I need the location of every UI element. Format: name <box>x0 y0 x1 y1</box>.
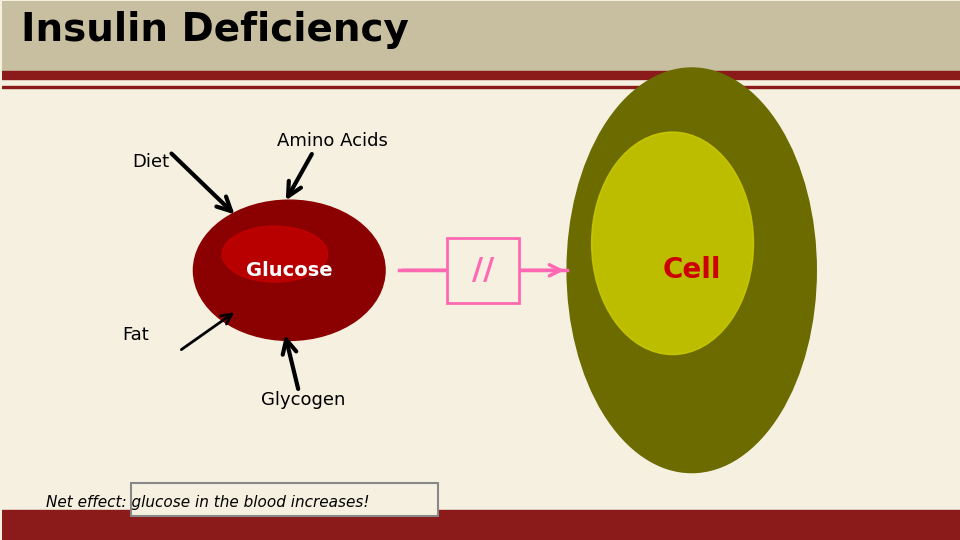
Bar <box>2 510 960 540</box>
Bar <box>2 86 960 88</box>
Text: Insulin Deficiency: Insulin Deficiency <box>21 11 409 49</box>
Text: Fat: Fat <box>123 326 150 344</box>
Text: Diet: Diet <box>132 153 169 171</box>
Bar <box>2 71 960 79</box>
Ellipse shape <box>567 68 816 472</box>
Text: Glycogen: Glycogen <box>261 391 346 409</box>
Text: Glucose: Glucose <box>246 261 332 280</box>
Ellipse shape <box>591 132 754 355</box>
Text: Net effect: glucose in the blood increases!: Net effect: glucose in the blood increas… <box>46 495 370 510</box>
Ellipse shape <box>193 200 385 340</box>
Ellipse shape <box>222 226 327 282</box>
Text: Amino Acids: Amino Acids <box>276 132 388 150</box>
FancyBboxPatch shape <box>447 238 519 302</box>
Text: //: // <box>472 256 494 285</box>
Text: Cell: Cell <box>662 256 721 284</box>
Bar <box>2 1 960 71</box>
FancyBboxPatch shape <box>132 483 438 516</box>
